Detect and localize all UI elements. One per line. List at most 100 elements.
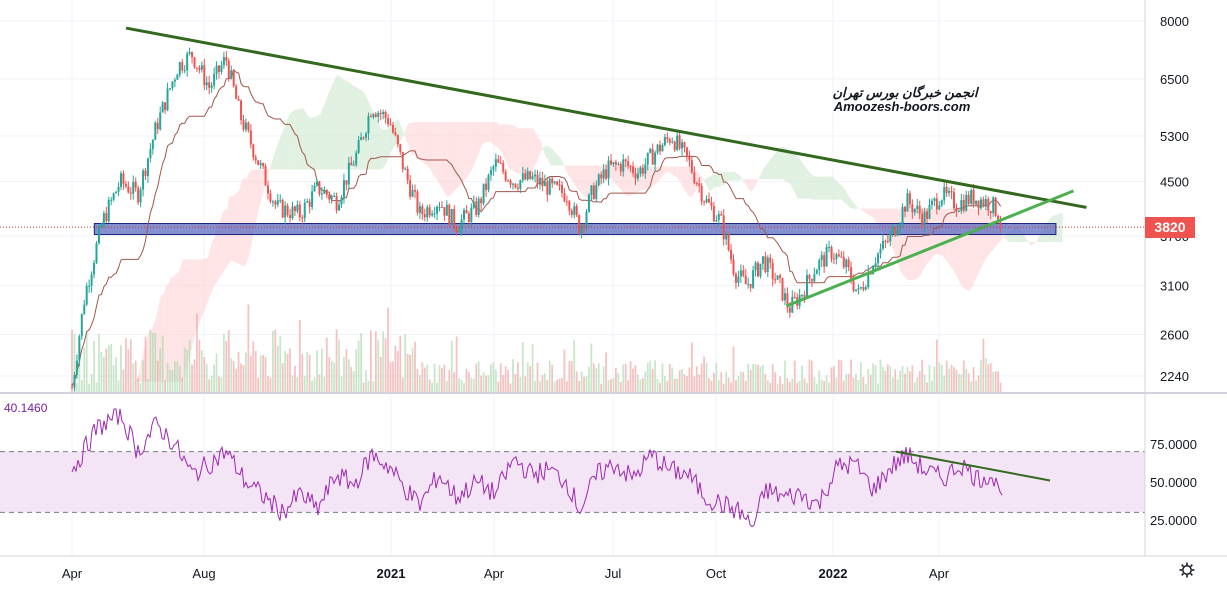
volume-bar	[710, 380, 713, 392]
candle-body	[610, 160, 612, 165]
cloud-bear-segment	[428, 122, 431, 170]
candle	[436, 205, 439, 221]
volume-bar	[950, 364, 953, 392]
cloud-bear-segment	[405, 123, 409, 146]
volume-bar	[909, 371, 911, 392]
cloud-bear-segment	[575, 165, 578, 189]
volume-bar	[747, 363, 750, 392]
candle	[475, 196, 478, 217]
cloud-bear-segment	[530, 128, 534, 175]
candle-body	[977, 200, 980, 209]
candle	[815, 268, 818, 275]
rsi-axis[interactable]: 75.0000 50.0000 25.0000	[1150, 437, 1197, 528]
volume-bar	[450, 340, 453, 392]
candle-body	[595, 184, 598, 199]
candle-body	[548, 178, 551, 195]
candle-body	[71, 387, 73, 389]
volume-bar	[205, 364, 208, 392]
volume-bar	[793, 360, 796, 392]
volume-bar	[90, 374, 93, 392]
cloud-bear-segment	[964, 208, 967, 290]
candle-body	[732, 259, 735, 274]
volume-bar	[690, 342, 693, 392]
volume-bar	[811, 360, 813, 392]
candle-body	[308, 201, 311, 207]
cloud-bear-segment	[959, 208, 963, 288]
volume-bar	[507, 369, 509, 392]
candle-body	[725, 234, 728, 240]
volume-bar	[125, 338, 127, 392]
cloud-bull-segment	[134, 381, 137, 386]
candle	[928, 198, 931, 220]
candle-body	[688, 155, 691, 161]
candle	[286, 203, 289, 218]
cloud-bull-segment	[793, 152, 796, 194]
candle-body	[504, 171, 507, 181]
cloud-bear-segment	[572, 165, 575, 186]
settings-button[interactable]	[1179, 562, 1195, 578]
candle-body	[443, 207, 446, 216]
cloud-bull-segment	[736, 173, 740, 181]
volume-bar	[169, 369, 171, 392]
candle	[210, 82, 213, 93]
candle-body	[347, 162, 350, 185]
candle	[879, 243, 882, 259]
trendlines[interactable]	[125, 26, 1087, 308]
volume-bar	[480, 375, 483, 392]
time-axis[interactable]: Apr Aug 2021 Apr Jul Oct 2022 Apr	[62, 566, 950, 581]
cloud-bull-segment	[829, 176, 833, 200]
cloud-bull-segment	[285, 116, 289, 170]
candle-body	[411, 189, 414, 197]
volume-bar	[117, 380, 120, 392]
volume-bar	[634, 365, 637, 392]
volume-bar	[122, 369, 125, 392]
volume-bar	[617, 372, 620, 392]
candle	[438, 201, 441, 212]
cloud-bear-segment	[239, 180, 242, 266]
volume-bar	[303, 375, 306, 392]
volume-bar	[291, 375, 294, 392]
volume-bar	[931, 380, 933, 392]
volume-bar	[254, 351, 257, 392]
cloud-bull-segment	[562, 161, 566, 169]
price-axis[interactable]: 80006500530045003700310026002240	[1160, 14, 1189, 384]
volume-bar	[754, 364, 757, 392]
candle	[656, 143, 659, 155]
cloud-bull-segment	[778, 147, 781, 180]
cloud-bear-segment	[690, 166, 693, 198]
cloud-bear-segment	[915, 208, 918, 279]
cloud-bull-segment	[807, 169, 811, 199]
candle-body	[107, 199, 110, 222]
candle-body	[137, 187, 140, 203]
candle	[654, 150, 657, 172]
rsi-trendline	[895, 450, 1051, 482]
candle-body	[575, 206, 578, 216]
candle	[497, 155, 500, 164]
volume-bar	[262, 354, 264, 392]
candle	[776, 275, 779, 280]
cloud-bull-segment	[717, 172, 720, 187]
cloud-bear-segment	[675, 166, 678, 179]
volume-bar	[232, 361, 235, 392]
candle	[548, 176, 551, 196]
candle	[543, 174, 546, 187]
candle-body	[764, 256, 767, 272]
volume-bar	[769, 382, 772, 392]
candle	[188, 47, 191, 56]
volume-bar	[808, 359, 811, 392]
candlestick-series[interactable]	[71, 47, 1002, 392]
candle	[945, 182, 948, 197]
candle	[708, 192, 710, 204]
rsi-pane[interactable]	[0, 408, 1145, 528]
candle	[739, 264, 742, 283]
candle	[355, 150, 358, 167]
cloud-bear-segment	[526, 128, 529, 175]
candle-body	[205, 82, 208, 86]
cloud-bear-segment	[957, 208, 960, 283]
volume-bar	[276, 345, 279, 392]
candle	[78, 334, 81, 367]
volume-bar	[156, 360, 159, 392]
volume-bar	[987, 364, 990, 392]
